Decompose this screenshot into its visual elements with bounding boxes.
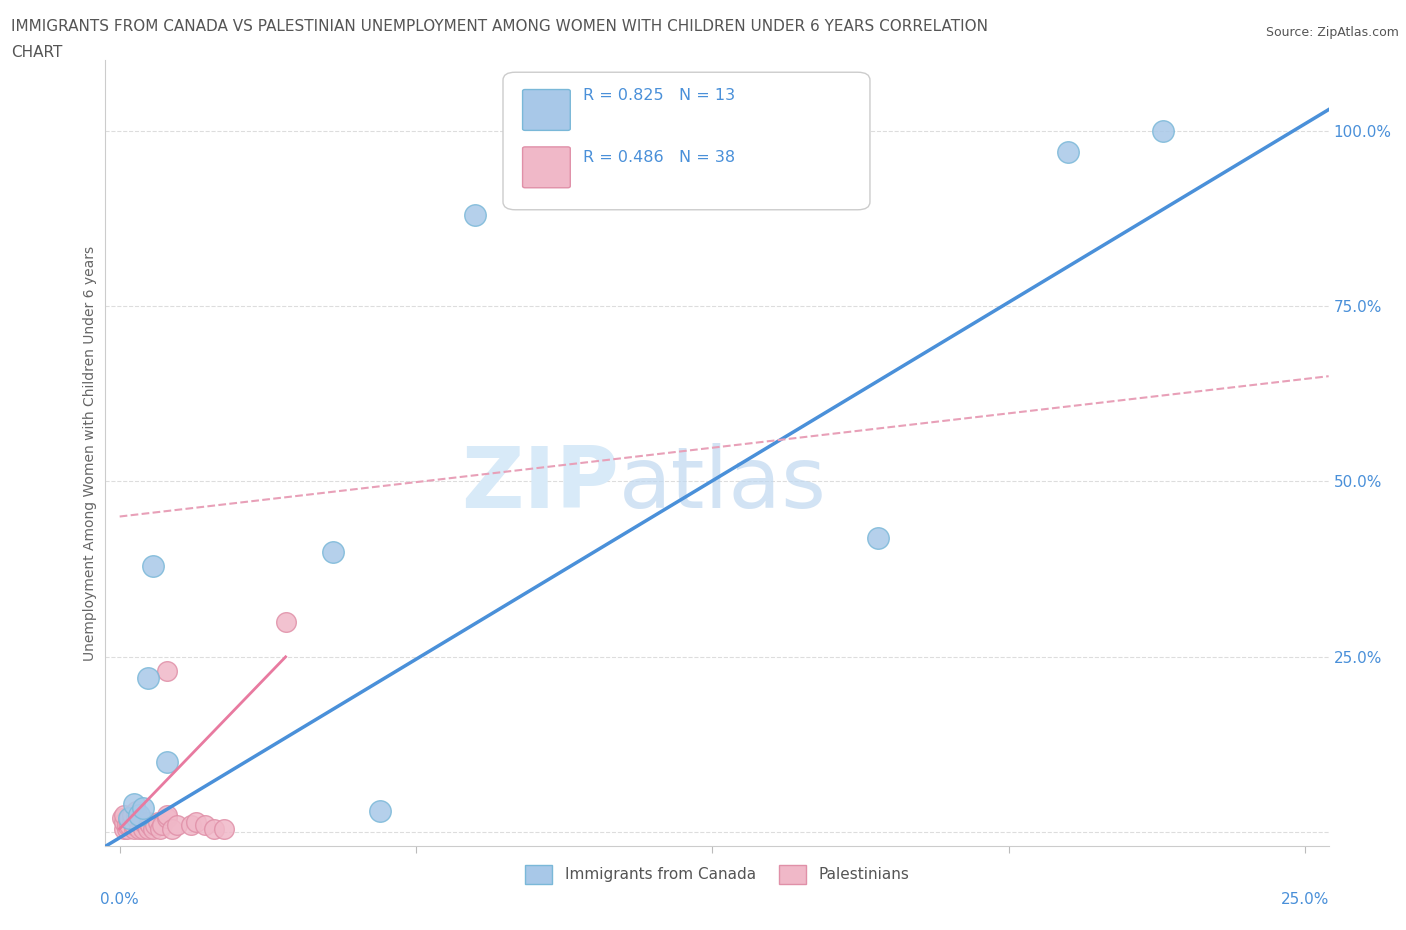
Point	[112, 815, 135, 830]
Point	[121, 807, 143, 822]
Point	[184, 815, 207, 830]
Point	[149, 821, 172, 836]
Text: IMMIGRANTS FROM CANADA VS PALESTINIAN UNEMPLOYMENT AMONG WOMEN WITH CHILDREN UND: IMMIGRANTS FROM CANADA VS PALESTINIAN UN…	[11, 19, 988, 33]
Point	[274, 615, 297, 630]
Point	[464, 207, 486, 222]
Point	[122, 797, 145, 812]
Point	[150, 817, 173, 832]
Point	[1057, 144, 1080, 159]
Point	[142, 558, 165, 573]
Text: atlas: atlas	[619, 444, 827, 526]
FancyBboxPatch shape	[523, 89, 571, 130]
Text: R = 0.486   N = 38: R = 0.486 N = 38	[582, 150, 734, 165]
Point	[129, 815, 152, 830]
Point	[212, 821, 235, 836]
Point	[112, 807, 135, 822]
Point	[142, 821, 165, 836]
Point	[128, 807, 150, 822]
Point	[156, 754, 179, 769]
Point	[370, 804, 392, 818]
Point	[115, 817, 138, 832]
FancyBboxPatch shape	[503, 73, 870, 210]
Text: R = 0.825   N = 13: R = 0.825 N = 13	[582, 88, 734, 103]
Legend: Immigrants from Canada, Palestinians: Immigrants from Canada, Palestinians	[519, 859, 915, 890]
Point	[136, 671, 159, 685]
Point	[112, 821, 135, 836]
Point	[118, 811, 141, 826]
Point	[1152, 123, 1174, 138]
Point	[139, 817, 162, 832]
Point	[122, 821, 145, 836]
Point	[322, 544, 344, 559]
Point	[136, 815, 159, 830]
Point	[156, 811, 179, 826]
FancyBboxPatch shape	[523, 147, 571, 188]
Point	[115, 821, 138, 836]
Point	[160, 821, 183, 836]
Y-axis label: Unemployment Among Women with Children Under 6 years: Unemployment Among Women with Children U…	[83, 246, 97, 661]
Point	[132, 821, 155, 836]
Text: CHART: CHART	[11, 45, 63, 60]
Point	[132, 801, 155, 816]
Point	[868, 530, 890, 545]
Text: 0.0%: 0.0%	[100, 892, 139, 907]
Point	[180, 817, 202, 832]
Point	[118, 811, 141, 826]
Point	[156, 807, 179, 822]
Text: ZIP: ZIP	[461, 444, 619, 526]
Point	[132, 815, 155, 830]
Point	[121, 815, 143, 830]
Point	[166, 817, 188, 832]
Point	[135, 817, 157, 832]
Point	[125, 811, 148, 826]
Point	[143, 817, 166, 832]
Point	[194, 817, 217, 832]
Point	[136, 821, 159, 836]
Point	[156, 663, 179, 678]
Point	[146, 815, 169, 830]
Point	[128, 821, 150, 836]
Point	[125, 804, 148, 818]
Text: 25.0%: 25.0%	[1281, 892, 1329, 907]
Point	[111, 811, 134, 826]
Text: Source: ZipAtlas.com: Source: ZipAtlas.com	[1265, 26, 1399, 39]
Point	[204, 821, 226, 836]
Point	[122, 817, 145, 832]
Point	[118, 817, 141, 832]
